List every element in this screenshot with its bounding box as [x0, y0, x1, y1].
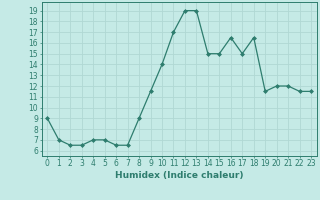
X-axis label: Humidex (Indice chaleur): Humidex (Indice chaleur): [115, 171, 244, 180]
